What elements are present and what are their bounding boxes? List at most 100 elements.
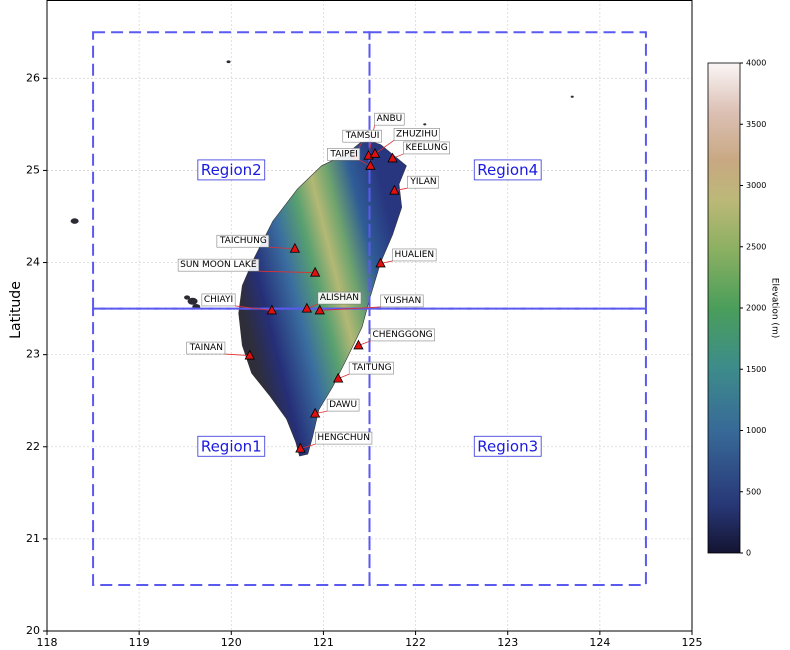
station-label: HENGCHUN [317,433,370,443]
station-label: ANBU [377,114,403,124]
station-marker [365,159,376,170]
region-box [368,31,647,310]
region-label: Region4 [477,161,538,179]
y-tick-label: 26 [26,71,40,84]
station-marker [301,302,313,313]
stations: ANBU TAMSUI TAIPEI ZHUZIHU KEELUNG YILAN TAICH… [177,112,450,453]
regions: Region1 Region2 Region3 Region4 [92,31,647,586]
y-axis-label: Latitude [8,281,24,339]
colorbar-tick-label: 3000 [746,181,766,190]
islet [70,218,79,224]
region-box [368,307,647,586]
leader-line [224,353,250,356]
station-marker [353,339,364,350]
leader-line [268,246,295,250]
station-label: CHIAYI [204,295,233,305]
leader-line [258,270,316,274]
station-marker [244,349,255,360]
colorbar: 0 500 1000 1500 2000 2500 3000 3500 4000 Elevatio… [707,59,780,558]
station-label: KEELUNG [406,143,448,153]
station-label-box [201,293,236,307]
station-label-box [216,234,270,248]
x-tick-label: 122 [405,636,426,649]
leader-line [374,140,395,155]
station-label-box [317,291,362,305]
station-label-box [177,258,260,272]
leader-line [319,306,381,311]
land [70,60,574,457]
station-label: SUN MOON LAKE [180,260,257,270]
station-marker [295,442,306,453]
station-marker [309,266,321,277]
station-label: CHENGGONG [372,330,432,340]
islet [423,123,427,126]
islet [184,295,191,300]
axes: 118 119 120 121 122 123 124 125 20 21 22 23 24 25 26 [26,71,703,649]
plot-frame [46,0,693,632]
region-label-box [197,159,266,181]
region-box [92,31,371,310]
region-label: Region1 [201,437,262,455]
colorbar-tick-label: 3500 [746,120,766,129]
station-label: YUSHAN [383,296,421,306]
station-label-box [407,175,439,189]
station-label-box [327,148,361,161]
region-label-box [473,435,542,457]
colorbar-label: Elevation (m) [770,278,780,338]
station-label: TAINAN [189,343,223,353]
x-tick-label: 121 [313,636,334,649]
colorbar-tick-label: 4000 [746,59,766,68]
station-label-box [315,431,373,445]
station-label-box [326,398,360,412]
station-label-box [186,341,226,355]
station-label: YILAN [409,177,436,187]
station-marker [375,257,386,268]
y-tick-label: 22 [26,440,40,453]
station-label: TAIPEI [329,149,357,159]
colorbar-tick-label: 2500 [746,242,766,251]
station-label-box [393,128,440,141]
x-tick-label: 119 [129,636,150,649]
station-label-box [392,248,437,262]
station-label: TAMSUI [345,131,380,141]
x-tick-label: 120 [221,636,242,649]
colorbar-tick-label: 2000 [746,304,766,313]
islet [226,60,231,64]
station-label-box [374,112,405,126]
islet [570,95,574,98]
station-marker [314,304,325,315]
x-tick-label: 125 [682,636,703,649]
y-tick-label: 25 [26,163,40,176]
y-tick-label: 23 [26,348,40,361]
x-tick-label: 118 [37,636,58,649]
station-marker [266,304,277,315]
station-label: TAITUNG [351,363,391,373]
y-tick-label: 21 [26,532,40,545]
x-tick-label: 124 [589,636,610,649]
station-marker [333,372,344,383]
colorbar-tick-label: 1500 [746,365,766,374]
station-marker [389,184,400,195]
leader-line [235,305,272,311]
station-label: ALISHAN [320,293,359,303]
station-label: HUALIEN [395,250,435,260]
colorbar-tick-label: 0 [746,549,751,558]
region-label: Region2 [201,161,262,179]
station-label: TAICHUNG [219,236,267,246]
station-label: DAWU [329,400,357,410]
station-label-box [342,129,382,143]
station-label-box [380,294,424,308]
colorbar-tick-label: 500 [746,487,761,496]
station-marker [289,242,301,253]
region-label: Region3 [477,437,538,455]
y-tick-label: 20 [26,624,40,637]
colorbar-ramp [707,62,741,554]
station-marker [387,152,398,163]
region-label-box [197,435,266,457]
station-label: ZHUZIHU [396,129,438,139]
region-box [92,307,371,586]
station-label-box [403,141,450,155]
islet [187,297,198,305]
y-tick-label: 24 [26,256,40,269]
